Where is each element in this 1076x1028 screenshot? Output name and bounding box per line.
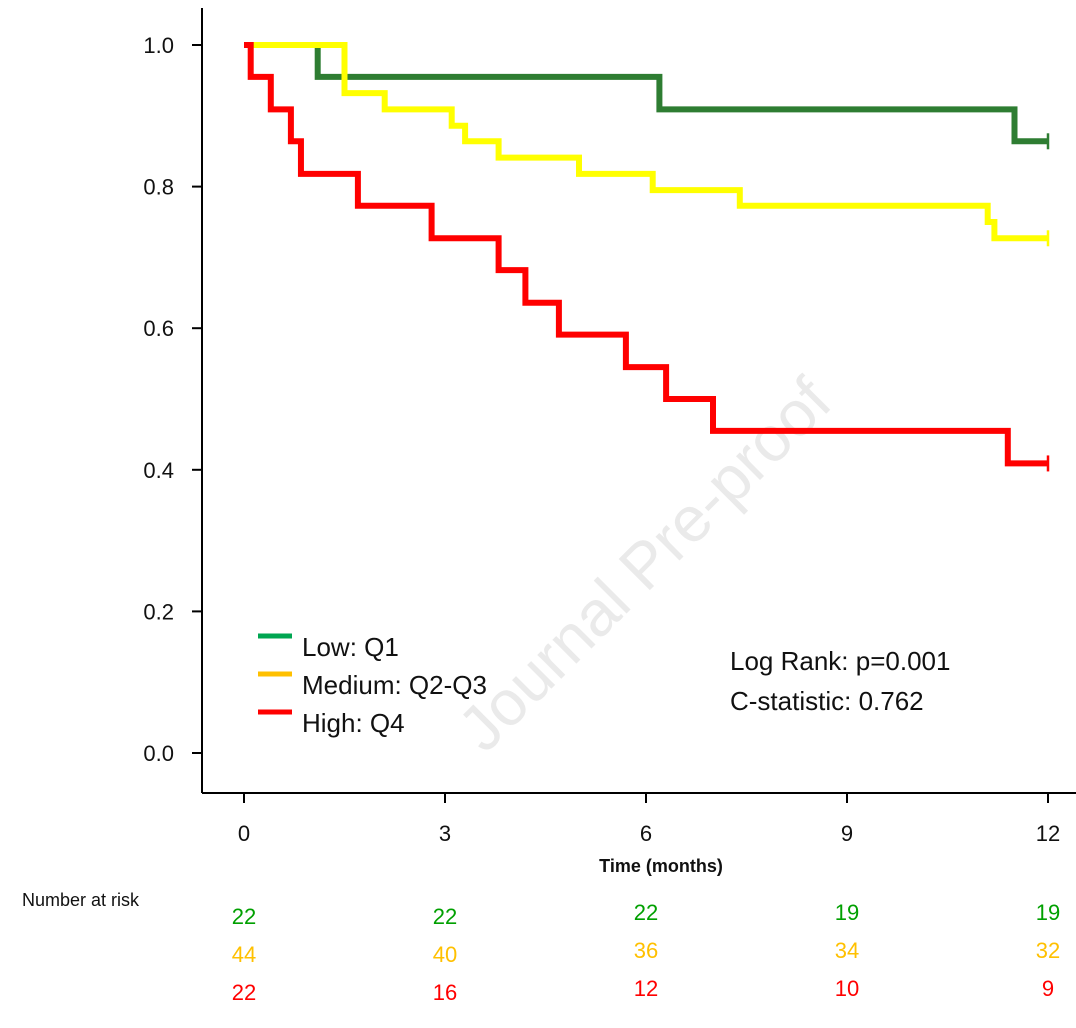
legend-label: Medium: Q2-Q3 xyxy=(302,670,487,700)
y-tick-label: 1.0 xyxy=(143,33,174,58)
survival-line-medium-q2-q3 xyxy=(244,42,1048,242)
axes: 0.0 0.2 0.4 0.6 0.8 1.0 0 3 6 9 12 xyxy=(143,8,1076,846)
survival-line-low-q1 xyxy=(244,42,1048,145)
legend: Low: Q1 Medium: Q2-Q3 High: Q4 xyxy=(258,632,487,738)
cstat-annotation: C-statistic: 0.762 xyxy=(730,686,924,716)
survival-curves xyxy=(244,42,1050,472)
risk-count: 19 xyxy=(1036,900,1060,925)
x-tick-label: 6 xyxy=(640,821,652,846)
y-tick-label: 0.0 xyxy=(143,741,174,766)
risk-count: 16 xyxy=(433,980,457,1005)
x-tick-label: 12 xyxy=(1036,821,1060,846)
x-tick-label: 9 xyxy=(841,821,853,846)
risk-count: 22 xyxy=(232,904,256,929)
legend-label: Low: Q1 xyxy=(302,632,399,662)
risk-count: 22 xyxy=(634,900,658,925)
y-tick-label: 0.4 xyxy=(143,458,174,483)
risk-count: 36 xyxy=(634,938,658,963)
risk-count: 40 xyxy=(433,942,457,967)
logrank-annotation: Log Rank: p=0.001 xyxy=(730,646,950,676)
x-tick-label: 0 xyxy=(238,821,250,846)
risk-count: 19 xyxy=(835,900,859,925)
risk-count: 10 xyxy=(835,976,859,1001)
risk-count: 9 xyxy=(1042,976,1054,1001)
risk-count: 12 xyxy=(634,976,658,1001)
y-tick-label: 0.2 xyxy=(143,599,174,624)
legend-label: High: Q4 xyxy=(302,708,405,738)
risk-count: 22 xyxy=(232,980,256,1005)
risk-count: 22 xyxy=(433,904,457,929)
risk-count: 44 xyxy=(232,942,256,967)
x-tick-label: 3 xyxy=(439,821,451,846)
risk-count: 34 xyxy=(835,938,859,963)
x-axis-label: Time (months) xyxy=(599,856,723,876)
risk-table: 22 22 22 19 19 44 40 36 34 32 22 16 12 10 9 xyxy=(232,900,1060,1005)
survival-line-high-q4 xyxy=(244,42,1048,467)
risk-count: 32 xyxy=(1036,938,1060,963)
y-tick-label: 0.8 xyxy=(143,175,174,200)
y-tick-label: 0.6 xyxy=(143,316,174,341)
risk-table-title: Number at risk xyxy=(22,890,140,910)
